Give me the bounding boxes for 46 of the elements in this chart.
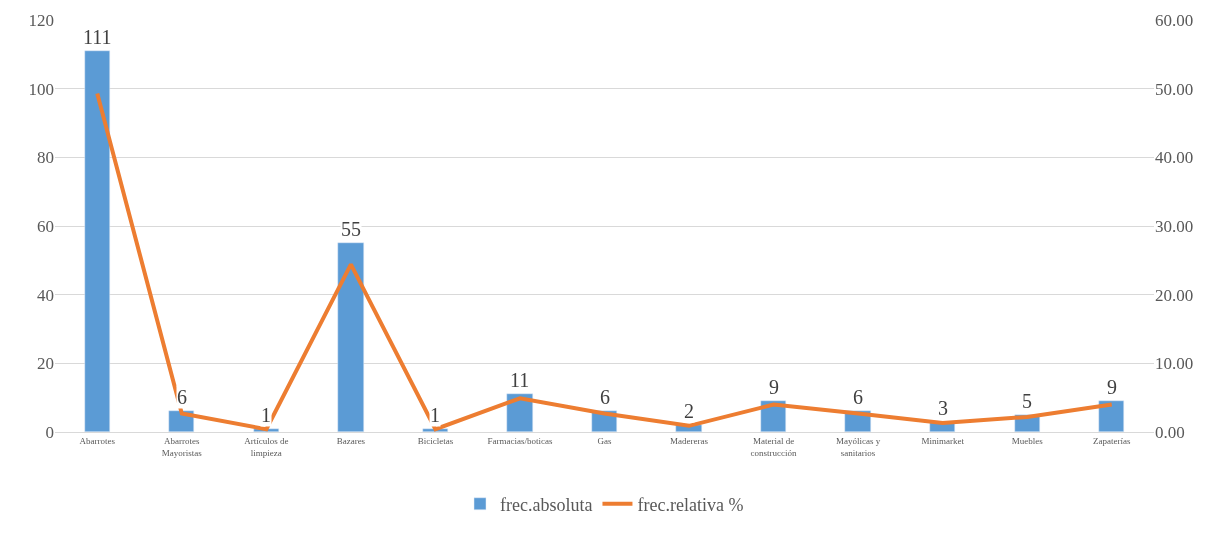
y-tick-label: 20	[37, 354, 54, 374]
y-tick-label: 100	[28, 79, 54, 99]
bar	[1098, 400, 1124, 432]
x-tick-label: Material de construcción	[750, 435, 798, 458]
y-tick-label: 80	[37, 148, 54, 168]
legend-label: frec.absoluta	[500, 494, 593, 515]
data-label: 9	[769, 376, 779, 398]
data-label: 11	[510, 369, 530, 391]
bar	[84, 50, 110, 432]
x-tick-label: Abarrotes	[79, 435, 116, 446]
line-series	[95, 91, 1114, 432]
x-tick-label: Madereras	[670, 435, 709, 446]
data-label: 111	[83, 26, 112, 48]
data-label: 5	[1022, 390, 1032, 412]
x-tick-label: Farmacias/boticas	[487, 435, 553, 446]
y-tick-label: 60	[37, 216, 54, 236]
data-label: 2	[684, 400, 694, 422]
x-tick-label: Minimarket	[921, 435, 965, 446]
data-label: 1	[261, 404, 271, 426]
data-label: 6	[600, 386, 610, 408]
x-tick-label: Gas	[597, 435, 612, 446]
x-tick-label: Artículos de limpieza	[244, 435, 289, 458]
y-tick-label: 0	[45, 422, 54, 442]
data-label: 6	[853, 386, 863, 408]
x-tick-label: Zapaterías	[1092, 435, 1131, 446]
y2-tick-label: 30.00	[1155, 216, 1194, 236]
data-label: 9	[1107, 376, 1117, 398]
y2-tick-label: 10.00	[1155, 354, 1194, 374]
y-tick-label: 40	[37, 285, 54, 305]
bar	[337, 242, 364, 432]
x-tick-label: Mayólicas y sanitarios	[835, 435, 881, 458]
y2-tick-label: 40.00	[1155, 148, 1194, 168]
y2-tick-label: 0.00	[1155, 422, 1185, 442]
data-label: 55	[341, 218, 361, 240]
x-tick-label: Bazares	[336, 435, 366, 446]
y2-tick-label: 50.00	[1155, 79, 1194, 99]
x-tick-label: Abarrotes Mayoristas	[161, 435, 203, 458]
legend-label: frec.relativa %	[637, 494, 744, 515]
data-label: 3	[938, 397, 948, 419]
y-tick-label: 120	[28, 10, 54, 30]
data-label: 1	[430, 404, 440, 426]
x-tick-label: Muebles	[1011, 435, 1044, 446]
y2-tick-label: 20.00	[1155, 285, 1194, 305]
x-tick-label: Bicicletas	[417, 435, 454, 446]
y2-tick-label: 60.00	[1155, 10, 1194, 30]
data-label: 6	[177, 386, 187, 408]
